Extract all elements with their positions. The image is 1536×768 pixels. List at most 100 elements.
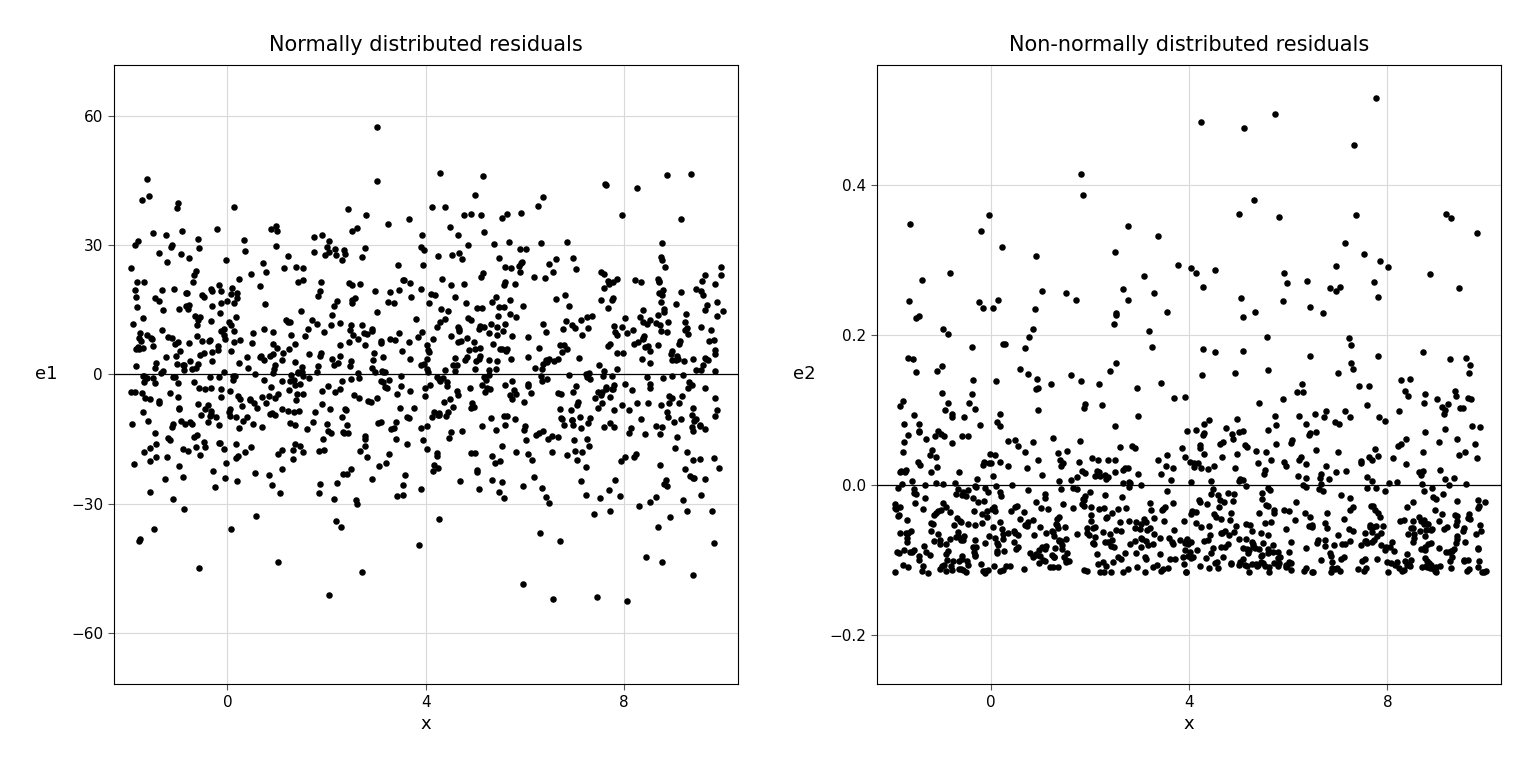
Point — [499, 262, 524, 274]
Point — [445, 336, 470, 348]
Point — [493, 345, 518, 357]
Point — [306, 290, 330, 303]
Point — [1415, 554, 1439, 567]
Point — [693, 472, 717, 485]
Point — [1465, 541, 1490, 554]
Point — [186, 562, 210, 574]
Point — [470, 303, 495, 315]
Point — [1184, 424, 1209, 436]
Point — [1095, 453, 1120, 465]
Point — [137, 455, 161, 468]
Point — [1026, 453, 1051, 465]
Point — [327, 350, 352, 362]
Point — [1058, 369, 1083, 381]
Point — [1338, 503, 1362, 515]
Point — [1382, 545, 1407, 557]
Point — [584, 392, 608, 405]
Point — [516, 331, 541, 343]
Point — [528, 370, 553, 382]
Point — [1432, 423, 1456, 435]
Point — [1327, 418, 1352, 430]
Point — [163, 338, 187, 350]
Point — [548, 412, 573, 424]
Point — [541, 430, 565, 442]
Point — [1003, 527, 1028, 539]
Point — [339, 373, 364, 386]
Point — [1152, 515, 1177, 528]
Point — [1155, 449, 1180, 461]
Point — [1465, 502, 1490, 515]
Point — [951, 534, 975, 546]
Title: Non-normally distributed residuals: Non-normally distributed residuals — [1009, 35, 1369, 55]
Point — [969, 225, 994, 237]
Point — [940, 437, 965, 449]
Point — [1198, 528, 1223, 541]
Point — [980, 469, 1005, 482]
Point — [906, 550, 931, 562]
Point — [1444, 533, 1468, 545]
Point — [1015, 484, 1040, 496]
Point — [912, 478, 937, 491]
Point — [1023, 382, 1048, 395]
Point — [1161, 524, 1186, 536]
Point — [263, 409, 287, 422]
Point — [1229, 556, 1253, 568]
Point — [995, 435, 1020, 447]
Point — [1326, 529, 1350, 541]
Point — [1313, 517, 1338, 529]
Point — [1127, 523, 1152, 535]
Point — [324, 295, 349, 307]
Point — [237, 362, 261, 374]
Point — [487, 485, 511, 498]
Point — [1261, 546, 1286, 558]
Point — [1103, 309, 1127, 321]
Point — [576, 416, 601, 429]
Point — [346, 333, 370, 346]
Point — [1468, 422, 1493, 434]
Point — [131, 312, 155, 324]
Point — [513, 434, 538, 446]
Point — [464, 355, 488, 367]
Point — [656, 316, 680, 328]
Point — [897, 295, 922, 307]
Point — [982, 560, 1006, 572]
Point — [1447, 449, 1471, 461]
Point — [495, 343, 519, 355]
Point — [1054, 533, 1078, 545]
Point — [1015, 462, 1040, 474]
Point — [1263, 419, 1287, 432]
Point — [456, 311, 481, 323]
Point — [421, 465, 445, 478]
Point — [648, 325, 673, 337]
Point — [559, 413, 584, 425]
Point — [131, 406, 155, 418]
Point — [1410, 561, 1435, 573]
Point — [1442, 508, 1467, 521]
Point — [530, 482, 554, 494]
Point — [1233, 518, 1258, 530]
Point — [398, 385, 422, 397]
Point — [1158, 553, 1183, 565]
Point — [184, 266, 209, 278]
Point — [1415, 538, 1439, 550]
Point — [1226, 532, 1250, 545]
Point — [1118, 538, 1143, 550]
Point — [1020, 436, 1044, 449]
Point — [172, 359, 197, 371]
Point — [167, 303, 192, 315]
Point — [1044, 522, 1069, 535]
Point — [269, 376, 293, 388]
Point — [972, 482, 997, 494]
Point — [513, 243, 538, 256]
Point — [1272, 266, 1296, 279]
Point — [573, 461, 598, 473]
Point — [1109, 552, 1134, 564]
Point — [1279, 437, 1304, 449]
Point — [241, 396, 266, 409]
Point — [1452, 525, 1476, 537]
Point — [1189, 462, 1213, 474]
Point — [1250, 538, 1275, 550]
Point — [338, 319, 362, 332]
Point — [160, 239, 184, 251]
Point — [1464, 528, 1488, 541]
